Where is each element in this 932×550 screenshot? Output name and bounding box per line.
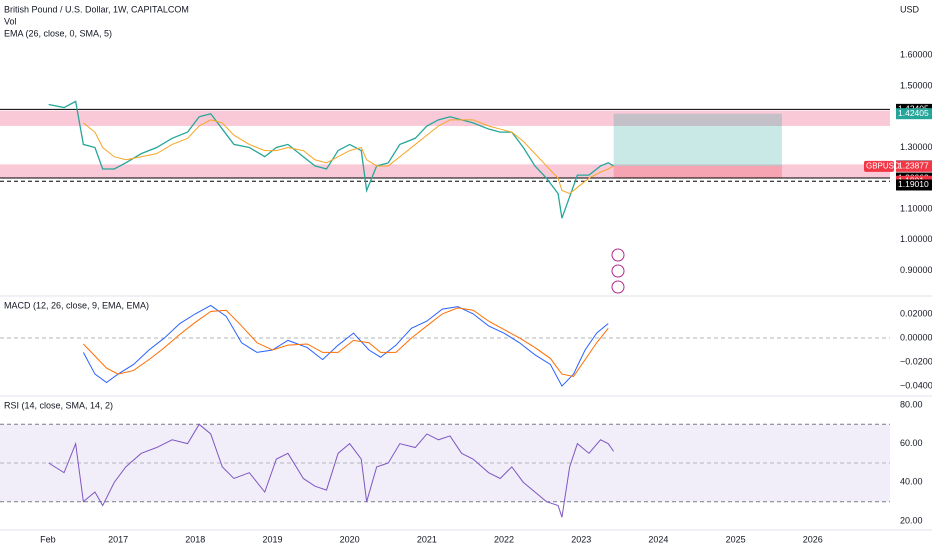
y-tick-label: 1.10000: [900, 203, 932, 213]
event-icon: [611, 280, 625, 294]
series-line: [82, 304, 609, 387]
symbol-tag: [864, 160, 894, 172]
chart-title: British Pound / U.S. Dollar, 1W, CAPITAL…: [4, 4, 189, 14]
x-tick-label: 2022: [494, 534, 514, 544]
y-tick-label: 40.00: [900, 477, 923, 487]
x-tick-label: 2017: [108, 534, 128, 544]
y-tick-label: 1.50000: [900, 80, 932, 90]
event-icon: [611, 248, 625, 262]
x-tick-label: 2020: [340, 534, 360, 544]
position-target: [613, 113, 782, 166]
x-tick-label: 2021: [417, 534, 437, 544]
y-tick-label: 0.90000: [900, 265, 932, 275]
currency-label: USD: [900, 4, 920, 14]
y-tick-label: 0.02000: [900, 308, 932, 318]
series-line: [83, 307, 609, 378]
event-icon: [611, 264, 625, 278]
price-tag-label: 1.19010: [898, 179, 929, 189]
y-tick-label: −0.02000: [900, 356, 932, 366]
position-stop: [613, 165, 782, 179]
price-tag-label: 1.42405: [898, 108, 929, 118]
ema-label: EMA (26, close, 0, SMA, 5): [4, 28, 112, 38]
y-tick-label: 80.00: [900, 399, 923, 409]
event-icons: [611, 248, 625, 294]
y-tick-label: 1.00000: [900, 234, 932, 244]
price-tag: [896, 160, 932, 172]
price-tag-label: 1.23877: [898, 161, 929, 171]
y-tick-label: 20.00: [900, 515, 923, 525]
y-tick-label: 1.30000: [900, 142, 932, 152]
price-tag: [896, 108, 932, 120]
rsi-label: RSI (14, close, SMA, 14, 2): [4, 400, 113, 410]
y-tick-label: 60.00: [900, 438, 923, 448]
x-tick-label: 2018: [185, 534, 205, 544]
y-tick-label: 1.60000: [900, 50, 932, 60]
series-line: [83, 119, 614, 195]
symbol-tag-label: GBPUSD: [866, 161, 900, 170]
x-tick-label: Feb: [40, 534, 56, 544]
series-line: [48, 100, 614, 219]
y-tick-label: −0.04000: [900, 380, 932, 390]
x-tick-label: 2019: [262, 534, 282, 544]
x-tick-label: 2026: [803, 534, 823, 544]
x-tick-label: 2025: [726, 534, 746, 544]
series-line: [48, 423, 615, 518]
zone: [0, 164, 890, 179]
y-tick-label: 0.00000: [900, 332, 932, 342]
macd-label: MACD (12, 26, close, 9, EMA, EMA): [4, 300, 149, 310]
price-tag: [896, 179, 932, 191]
volume-label: Vol: [4, 16, 17, 26]
x-tick-label: 2024: [648, 534, 668, 544]
x-tick-label: 2023: [571, 534, 591, 544]
